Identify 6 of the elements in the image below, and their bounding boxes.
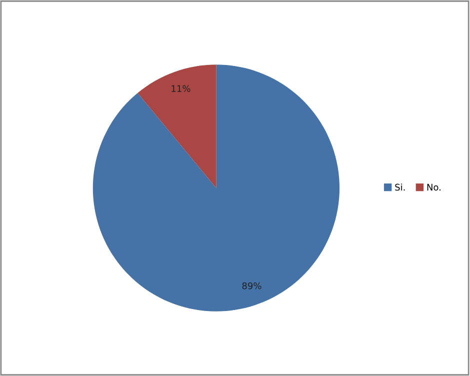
legend-label: No. — [427, 184, 440, 191]
data-label: 89% — [242, 282, 262, 290]
legend-label: Si. — [395, 184, 405, 191]
data-label: 11% — [172, 85, 190, 92]
pie-slice — [138, 64, 216, 188]
pie-slice — [92, 64, 340, 312]
